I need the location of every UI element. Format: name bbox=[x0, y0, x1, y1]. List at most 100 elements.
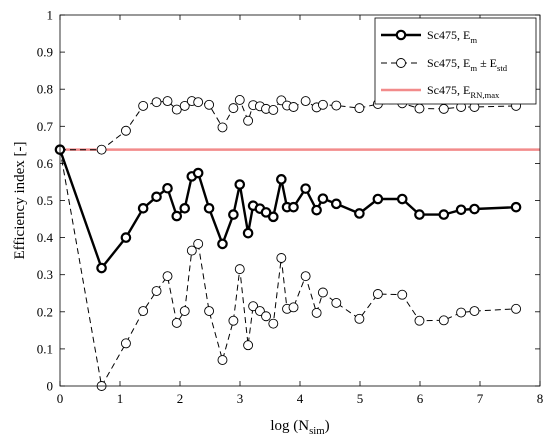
series-std-lower-line bbox=[59, 149, 517, 388]
legend-std-label: Sc475, Em ± Estd bbox=[427, 56, 508, 73]
legend: Sc475, Em Sc475, Em ± Estd Sc475, ERN,max bbox=[374, 17, 537, 105]
point-std-lower bbox=[179, 306, 190, 317]
point-std-upper bbox=[120, 125, 131, 136]
point-std-lower bbox=[228, 315, 239, 326]
x-tick-label: 4 bbox=[297, 391, 304, 406]
point-std-lower bbox=[248, 301, 259, 312]
y-tick-label: 0.8 bbox=[37, 82, 53, 97]
point-em bbox=[396, 193, 408, 205]
point-std-lower bbox=[397, 289, 408, 300]
point-std-upper bbox=[228, 103, 239, 114]
point-std-upper bbox=[204, 99, 215, 110]
legend-ern-label: Sc475, ERN,max bbox=[427, 83, 500, 100]
point-std-lower bbox=[171, 317, 182, 328]
point-em bbox=[228, 209, 239, 220]
y-tick-label: 1 bbox=[47, 8, 54, 23]
point-std-upper bbox=[96, 144, 107, 155]
point-std-upper bbox=[317, 99, 328, 110]
y-tick-label: 0.3 bbox=[37, 267, 53, 282]
point-em bbox=[260, 207, 272, 218]
x-tick-label: 7 bbox=[477, 391, 484, 406]
point-std-upper bbox=[234, 95, 245, 105]
point-std-lower bbox=[217, 355, 228, 365]
y-tick-label: 0 bbox=[47, 379, 54, 394]
point-em bbox=[510, 201, 522, 213]
point-std-upper bbox=[179, 100, 190, 111]
point-em bbox=[96, 262, 107, 274]
point-std-lower bbox=[511, 303, 522, 314]
point-std-lower bbox=[193, 238, 204, 249]
point-std-upper bbox=[151, 97, 162, 108]
point-std-lower bbox=[414, 315, 425, 326]
point-std-upper bbox=[268, 105, 279, 115]
point-std-upper bbox=[288, 102, 299, 112]
plot-area bbox=[54, 95, 540, 391]
point-std-upper bbox=[217, 122, 228, 133]
point-em bbox=[179, 202, 191, 214]
point-std-upper bbox=[354, 103, 365, 114]
point-std-lower bbox=[469, 306, 480, 317]
x-tick-label: 3 bbox=[237, 391, 244, 406]
point-std-upper bbox=[331, 100, 342, 111]
x-tick-label: 8 bbox=[537, 391, 544, 406]
legend-std-marker bbox=[396, 58, 406, 68]
x-tick-label: 6 bbox=[417, 391, 424, 406]
point-em bbox=[372, 193, 384, 205]
y-axis-title: Efficiency index [-] bbox=[12, 141, 28, 259]
point-std-lower bbox=[120, 338, 131, 349]
x-tick-label: 2 bbox=[177, 391, 184, 406]
point-em bbox=[354, 208, 365, 219]
point-std-lower bbox=[456, 307, 467, 318]
point-std-upper bbox=[171, 104, 182, 115]
point-std-upper bbox=[414, 103, 425, 114]
point-std-upper bbox=[193, 97, 204, 108]
point-em bbox=[267, 211, 279, 223]
point-em bbox=[330, 198, 342, 210]
legend-em-marker bbox=[395, 29, 407, 41]
x-tick-label: 5 bbox=[357, 391, 364, 406]
point-em bbox=[300, 183, 311, 194]
point-std-lower bbox=[354, 313, 365, 324]
point-std-lower bbox=[204, 306, 215, 317]
point-em bbox=[414, 209, 425, 220]
y-tick-label: 0.4 bbox=[37, 230, 54, 245]
point-std-upper bbox=[138, 100, 149, 111]
point-std-lower bbox=[438, 315, 449, 326]
point-em bbox=[203, 202, 215, 214]
legend-em-label: Sc475, Em bbox=[427, 28, 477, 45]
point-em bbox=[276, 174, 287, 185]
point-std-lower bbox=[162, 271, 173, 282]
point-std-lower bbox=[372, 289, 383, 299]
x-tick-label: 0 bbox=[57, 391, 64, 406]
y-tick-label: 0.1 bbox=[37, 341, 53, 356]
point-em bbox=[469, 203, 480, 215]
point-em bbox=[288, 201, 299, 213]
x-axis-title: log (Nsim) bbox=[270, 418, 329, 437]
point-em bbox=[234, 179, 246, 190]
point-std-lower bbox=[288, 302, 299, 313]
point-em bbox=[455, 204, 467, 216]
point-em bbox=[311, 204, 322, 216]
point-em bbox=[120, 232, 132, 243]
point-std-upper bbox=[243, 115, 254, 126]
point-std-upper bbox=[162, 96, 173, 107]
point-std-lower bbox=[138, 306, 149, 317]
point-std-lower bbox=[151, 286, 162, 296]
point-em bbox=[192, 167, 204, 179]
y-tick-label: 0.7 bbox=[37, 119, 54, 134]
point-std-lower bbox=[234, 264, 245, 275]
point-std-lower bbox=[276, 253, 287, 263]
point-std-lower bbox=[243, 340, 254, 351]
point-std-lower bbox=[331, 297, 342, 308]
y-tick-label: 0.5 bbox=[37, 193, 53, 208]
point-std-lower bbox=[300, 271, 311, 282]
point-em bbox=[317, 193, 329, 204]
point-em bbox=[171, 210, 183, 222]
point-std-upper bbox=[300, 96, 311, 107]
x-tick-label: 1 bbox=[117, 391, 124, 406]
y-tick-label: 0.2 bbox=[37, 304, 53, 319]
axes: 0 1 2 3 4 5 6 7 8 0 0.1 0.2 0.3 0.4 0.5 0.6 0.7 0.8 0.9 1 lo… bbox=[12, 8, 543, 438]
point-em bbox=[438, 209, 450, 220]
point-std-lower bbox=[268, 318, 279, 329]
